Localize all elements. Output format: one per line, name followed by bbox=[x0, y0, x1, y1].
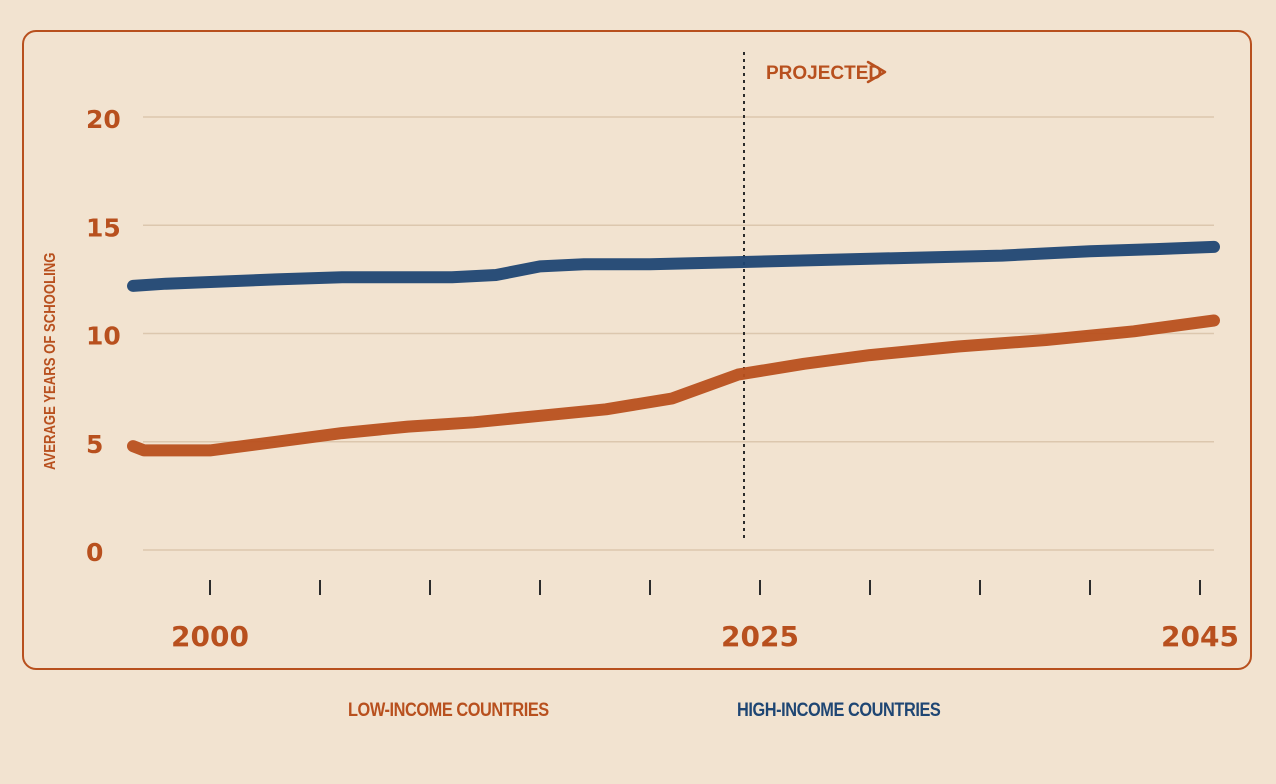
series-line-high-income bbox=[127, 240, 1220, 292]
y-tick-label-5: 5 bbox=[86, 430, 103, 459]
y-tick-label-10: 10 bbox=[86, 322, 121, 351]
series-line-low-income bbox=[127, 314, 1220, 457]
x-tick-label-2025: 2025 bbox=[721, 620, 799, 653]
chart-frame bbox=[22, 30, 1252, 670]
legend-low-income: LOW-INCOME COUNTRIES bbox=[348, 700, 549, 721]
y-tick-label-0: 0 bbox=[86, 538, 103, 567]
x-tick-label-2000: 2000 bbox=[171, 620, 249, 653]
y-tick-label-20: 20 bbox=[86, 105, 121, 134]
y-tick-label-15: 15 bbox=[86, 213, 121, 242]
legend-high-income: HIGH-INCOME COUNTRIES bbox=[737, 700, 941, 721]
projected-arrow-icon bbox=[866, 60, 887, 84]
x-tick-label-2045: 2045 bbox=[1161, 620, 1239, 653]
y-axis-title: AVERAGE YEARS OF SCHOOLING bbox=[42, 253, 59, 470]
projected-label: PROJECTED bbox=[766, 63, 882, 84]
